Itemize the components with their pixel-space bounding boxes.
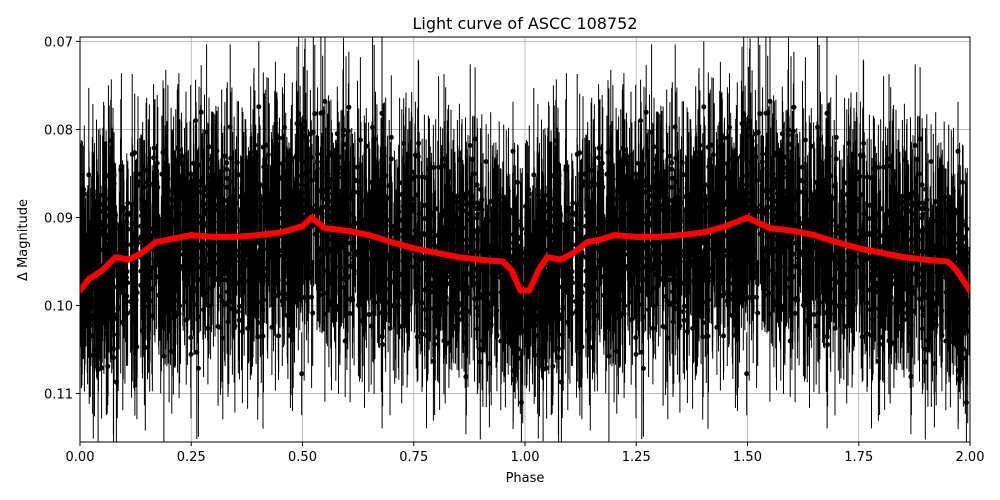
x-tick-label: 2.00 — [956, 450, 985, 465]
y-tick-label: 0.07 — [44, 35, 73, 50]
x-tick-label: 0.25 — [177, 450, 206, 465]
y-tick-label: 0.08 — [44, 123, 73, 138]
x-tick-label: 0.00 — [66, 450, 95, 465]
x-tick-label: 0.50 — [288, 450, 317, 465]
x-axis: 0.00 0.25 0.50 0.75 1.00 1.25 1.50 1.75 2.00 — [66, 442, 985, 465]
x-tick-label: 1.75 — [844, 450, 873, 465]
y-axis: 0.07 0.08 0.09 0.10 0.11 — [44, 35, 80, 403]
x-tick-label: 1.00 — [511, 450, 540, 465]
x-tick-label: 0.75 — [399, 450, 428, 465]
y-tick-label: 0.11 — [44, 388, 73, 403]
y-axis-label: Δ Magnitude — [16, 199, 31, 281]
y-tick-label: 0.09 — [44, 211, 73, 226]
binned-mean-line — [80, 214, 970, 294]
chart-title: Light curve of ASCC 108752 — [412, 14, 637, 33]
x-tick-label: 1.50 — [733, 450, 762, 465]
x-tick-label: 1.25 — [622, 450, 651, 465]
x-axis-label: Phase — [506, 471, 545, 486]
y-tick-label: 0.10 — [44, 300, 73, 315]
observation-points — [80, 37, 970, 442]
